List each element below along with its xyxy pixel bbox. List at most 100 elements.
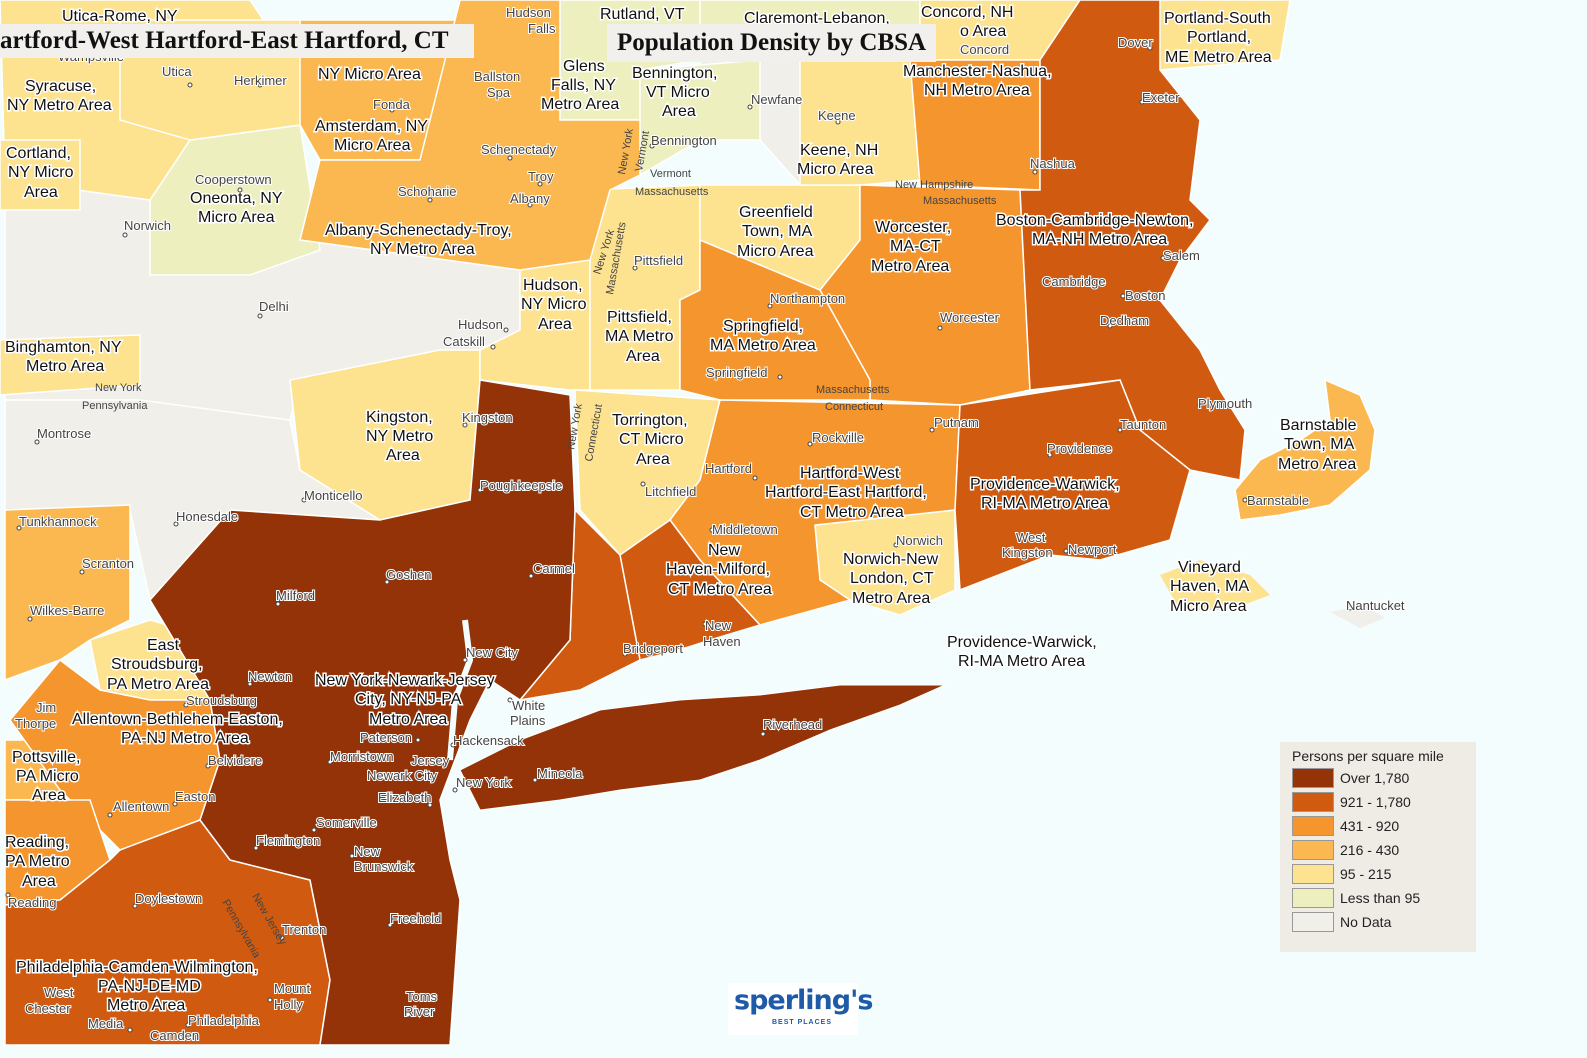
label-amsterdam-2: Micro Area [334,137,411,154]
city-jim-thorpe-1: Jim [36,700,56,715]
label-vineyard-3: Micro Area [1170,598,1247,615]
city-carmel: Carmel [533,561,575,576]
city-west-kingston-2: Kingston [1002,545,1053,560]
label-manchester-1: Manchester-Nashua, [903,63,1052,80]
city-new-haven-1: New [705,618,732,633]
state-nh-ma-2: Massachusetts [923,195,997,207]
label-norwich-2: London, CT [850,570,934,587]
city-doylestown: Doylestown [135,891,202,906]
city-albany: Albany [510,191,550,206]
city-milford: Milford [276,588,315,603]
city-scranton: Scranton [82,556,134,571]
city-newfane: Newfane [751,92,802,107]
city-worcester: Worcester [940,310,1000,325]
legend-title: Persons per square mile [1292,748,1444,764]
label-barnstable-1: Barnstable [1280,417,1357,434]
label-pottsville-3: Area [32,787,66,804]
city-salem: Salem [1163,248,1200,263]
label-keene-2: Micro Area [797,161,874,178]
label-hartford-2: Hartford-East Hartford, [765,484,927,501]
label-norwich-3: Metro Area [852,590,930,607]
label-hartford-1: Hartford-West [800,465,900,482]
label-norwich-1: Norwich-New [843,551,939,568]
label-reading-2: PA Metro [5,853,70,870]
city-plymouth: Plymouth [1198,396,1252,411]
city-flemington: Flemington [256,833,320,848]
city-cooperstown: Cooperstown [195,172,272,187]
city-reading: Reading [8,895,56,910]
label-kingston-2: NY Metro [366,428,433,445]
city-markers: Utica Herkimer Wampsville Fonda Ballston… [5,34,1406,1044]
label-gloversville: NY Micro Area [318,66,421,83]
label-keene-1: Keene, NH [800,142,878,159]
state-nh-ma-1: New Hampshire [895,179,973,191]
city-west-chester-2: Chester [25,1001,71,1016]
city-mount-holly-2: Holly [274,997,303,1012]
city-herkimer: Herkimer [234,73,287,88]
logo-tagline: BEST PLACES [772,1019,833,1026]
city-camden: Camden [150,1028,199,1043]
region-boston [1019,0,1246,481]
state-vt-ma-2: Massachusetts [635,186,709,198]
city-rockville: Rockville [812,430,864,445]
legend-swatch [1292,816,1334,836]
city-philadelphia: Philadelphia [188,1013,260,1028]
label-portland-2: Portland, [1187,29,1251,46]
label-east-stroudsburg-3: PA Metro Area [107,676,209,693]
city-allentown: Allentown [113,799,169,814]
label-barnstable-2: Town, MA [1284,436,1355,453]
city-barnstable: Barnstable [1247,493,1309,508]
label-greenfield-1: Greenfield [739,204,813,221]
label-albany-1: Albany-Schenectady-Troy, [325,222,512,239]
label-portland-1: Portland-South [1164,10,1271,27]
label-bennington-3: Area [662,103,696,120]
legend-label: 216 - 430 [1340,842,1400,858]
label-springfield-2: MA Metro Area [710,337,816,354]
region-long-island [459,684,946,811]
label-allentown-1: Allentown-Bethlehem-Easton, [72,711,283,728]
label-east-stroudsburg-1: East [147,637,180,654]
label-greenfield-3: Micro Area [737,243,814,260]
legend-swatch [1292,864,1334,884]
region-providence [954,379,1191,592]
map-title: Population Density by CBSA [607,24,937,62]
city-keene: Keene [818,108,856,123]
city-catskill: Catskill [443,334,485,349]
label-hudson-3: Area [538,316,572,333]
label-cortland-1: Cortland, [6,145,71,162]
city-freehold: Freehold [390,911,441,926]
label-worcester-1: Worcester, [875,219,951,236]
label-albany-2: NY Metro Area [370,241,475,258]
city-stroudsburg: Stroudsburg [186,693,257,708]
label-hartford-3: CT Metro Area [800,504,904,521]
city-morristown: Morristown [330,749,394,764]
label-providence-2: RI-MA Metro Area [981,495,1108,512]
label-philadelphia-3: Metro Area [107,997,185,1014]
label-reading-1: Reading, [5,834,69,851]
city-mineola: Mineola [537,766,583,781]
label-hudson-1: Hudson, [523,277,583,294]
city-west-chester-1: West [44,985,74,1000]
city-exeter: Exeter [1142,90,1180,105]
city-mount-holly-1: Mount [274,981,311,996]
label-new-york-1: New York-Newark-Jersey [315,672,495,689]
label-concord-2: o Area [960,23,1006,40]
label-torrington-3: Area [636,451,670,468]
label-providence2-1: Providence-Warwick, [947,634,1097,651]
label-syracuse-1: Syracuse, [25,78,96,95]
city-cambridge: Cambridge [1042,274,1106,289]
city-dover: Dover [1118,35,1153,50]
city-hackensack: Hackensack [453,733,524,748]
label-vineyard-2: Haven, MA [1170,578,1249,595]
label-pottsville-1: Pottsville, [12,749,80,766]
sperlings-logo[interactable]: sperling's BEST PLACES [728,983,873,1035]
label-syracuse-2: NY Metro Area [7,97,112,114]
legend-label: Over 1,780 [1340,770,1410,786]
label-providence-1: Providence-Warwick, [970,476,1120,493]
label-kingston-1: Kingston, [366,409,433,426]
city-wilkes-barre: Wilkes-Barre [30,603,104,618]
label-hudson-2: NY Micro [521,296,587,313]
hudson-river [447,619,474,761]
label-binghamton-1: Binghamton, NY [5,339,122,356]
state-ma-ct-2: Connecticut [825,401,883,413]
